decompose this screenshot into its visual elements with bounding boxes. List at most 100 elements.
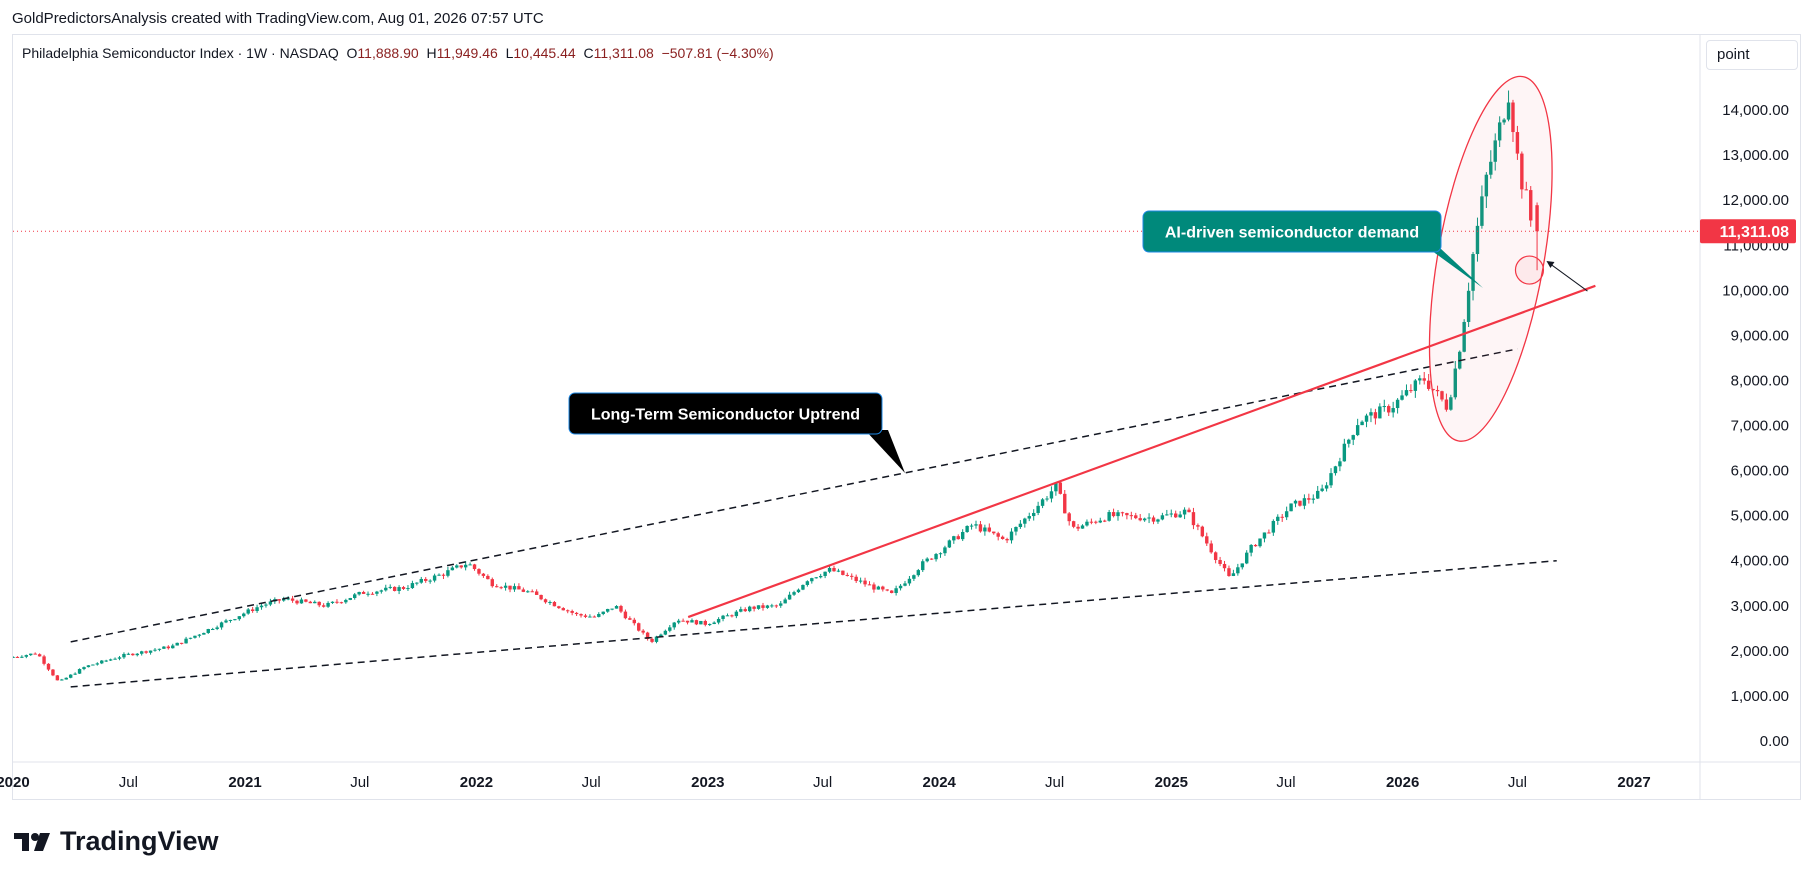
candle-body [907,578,912,584]
candle-body [663,630,668,635]
candle-body [534,591,539,595]
candle-body [348,597,352,600]
candle-body [215,627,219,630]
candle-body [175,642,179,646]
candle-body [889,590,894,593]
open-label: O [346,45,358,61]
candle-body [1094,521,1098,523]
candle-body [832,567,836,572]
candle-body [885,589,889,591]
candle-body [1320,488,1324,491]
candle-body [1524,189,1528,191]
candle-body [1165,514,1169,516]
candle-body [37,654,42,657]
candle-body [943,547,947,554]
candle-body [268,601,273,605]
candle-body [1373,412,1378,419]
candle-body [876,586,881,590]
candle-body [397,587,401,591]
candle-body [259,605,264,608]
tradingview-logo[interactable]: TradingView [14,826,219,857]
y-tick-label: 10,000.00 [1722,282,1789,299]
candle-body [117,657,122,659]
pointer-arrow-head [1546,261,1555,269]
low-value: 10,445.44 [513,45,576,61]
candle-body [592,616,597,618]
y-tick-label: 6,000.00 [1731,463,1789,480]
candle-body [974,524,978,526]
candle-body [126,653,131,655]
last-price-tag[interactable] [1700,219,1796,244]
candle-body [947,540,952,548]
candle-body [566,610,570,612]
candle-body [1293,500,1298,504]
tradingview-logo-text: TradingView [60,826,219,856]
candle-body [1426,380,1431,389]
upper-channel-trend-line[interactable] [70,348,1518,643]
candle-body [1085,521,1089,526]
candle-body [1493,140,1497,162]
long-term-uptrend-callout[interactable]: Long-Term Semiconductor Uptrend [568,392,905,473]
candle-body [42,656,46,664]
candle-body [978,524,983,532]
candle-body [122,653,126,658]
candle-body [676,620,681,623]
candle-body [610,608,614,610]
candle-body [313,601,317,604]
candle-body [712,622,716,625]
candle-body [344,599,348,603]
candle-body [91,664,95,666]
candle-body [179,642,184,644]
candle-body [1535,205,1539,232]
candle-body [415,582,419,584]
candle-body [304,599,308,602]
candle-body [1355,425,1360,436]
candle-body [588,616,592,618]
candle-body [455,565,459,568]
candle-body [1418,378,1422,381]
candle-body [237,616,242,620]
lower-channel-trend-line[interactable] [70,559,1557,688]
candle-body [1036,505,1040,513]
candle-body [1289,503,1293,512]
candle-body [734,611,739,617]
candle-body [219,622,224,628]
candle-body [1076,526,1080,529]
candle-body [1253,544,1258,547]
candle-body [1506,102,1511,120]
change-value: −507.81 (−4.30%) [661,45,774,61]
candle-body [428,580,432,582]
target-circle[interactable] [1514,255,1545,285]
candle-body [246,609,250,614]
candle-body [969,525,974,527]
ai-demand-callout[interactable]: AI-driven semiconductor demand [1142,210,1483,288]
candle-body [188,637,193,639]
candle-body [60,679,64,681]
candle-body [233,619,237,621]
highlight-ellipse[interactable] [1406,67,1575,450]
candle-body [1120,512,1125,514]
red-uptrend-trend-line[interactable] [687,284,1596,619]
y-tick-label: 8,000.00 [1731,372,1789,389]
pointer-arrow-line[interactable] [1550,263,1588,292]
scale-mode-button[interactable]: point [1706,40,1798,70]
last-price-tag-label: 11,311.08 [1720,224,1790,241]
candle-body [20,656,24,658]
candle-body [1258,538,1262,547]
candle-body [854,576,858,582]
ai-demand-callout-text: AI-driven semiconductor demand [1165,225,1419,242]
candle-body [1369,412,1373,416]
candle-body [725,615,730,617]
x-tick-label: Jul [1045,774,1064,791]
y-tick-label: 13,000.00 [1722,147,1789,164]
candle-body [459,565,463,568]
candle-body [1129,515,1134,517]
candle-body [1276,516,1280,521]
candle-body [1515,132,1520,154]
x-tick-label: Jul [1508,774,1527,791]
candle-body [805,581,810,585]
candle-body [965,526,969,533]
candle-body [863,580,867,585]
candle-body [33,653,37,655]
